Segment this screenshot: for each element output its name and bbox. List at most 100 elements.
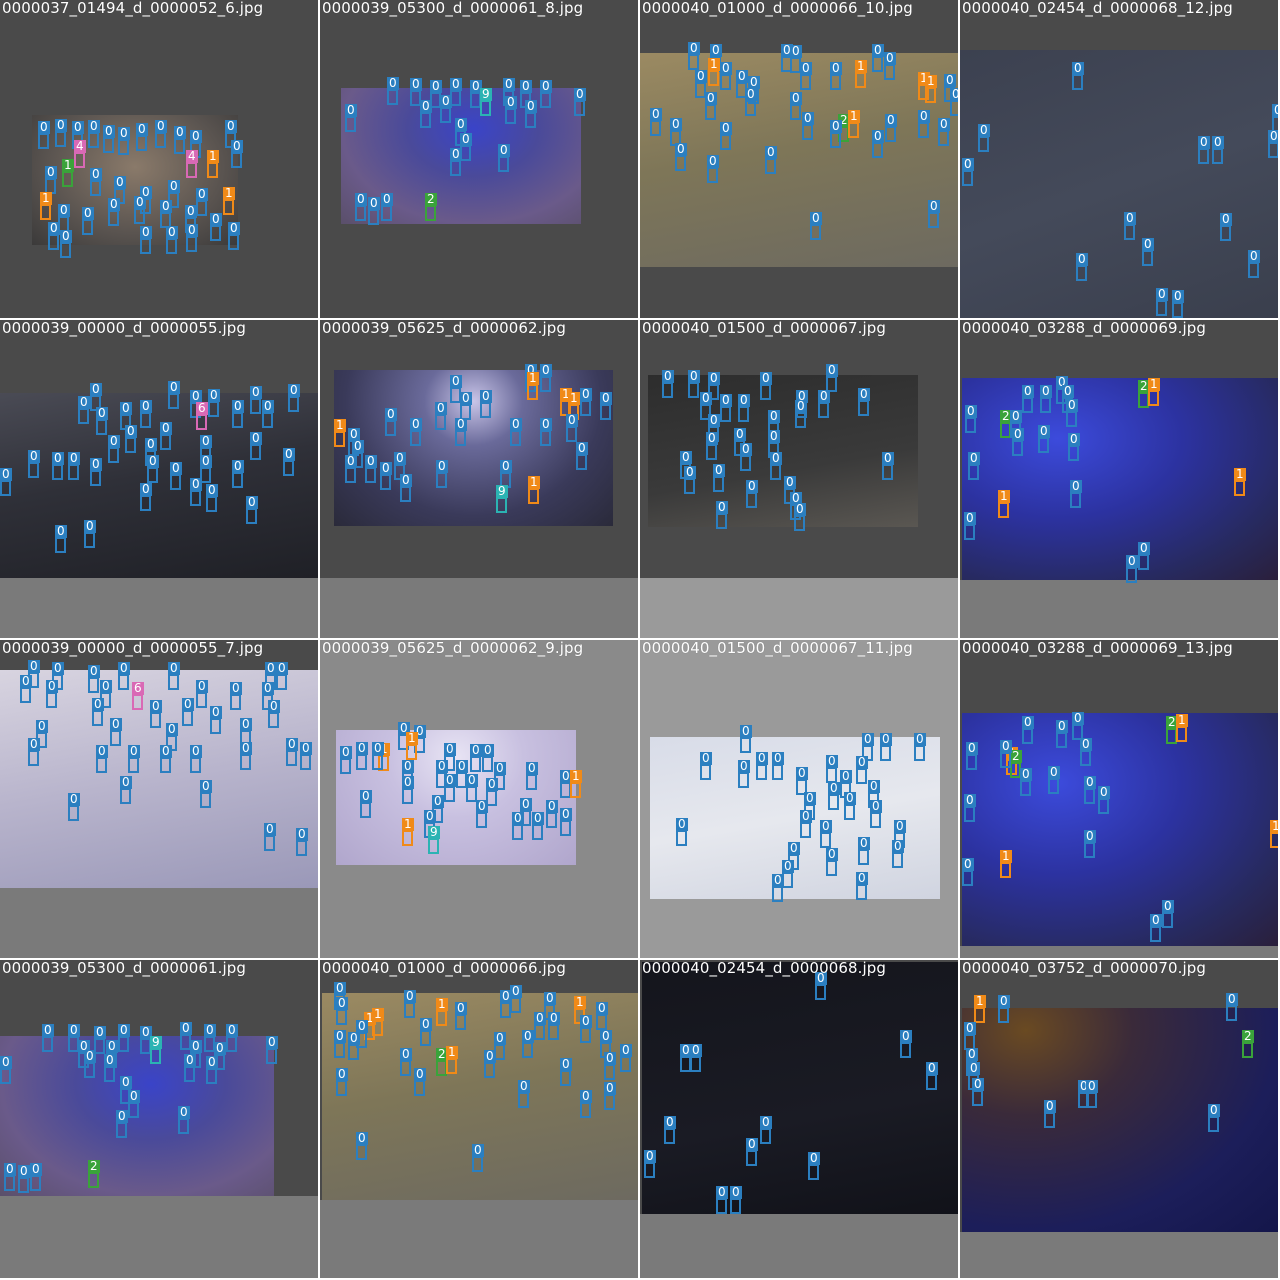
detection-label: 0 <box>808 1151 820 1165</box>
detection-label: 0 <box>540 363 552 377</box>
detection-label: 0 <box>818 389 830 403</box>
mosaic-tile: 0 0 1 1 0 0 0 0 0 0 0 0 0 0 0 0 1 0 0 0 0 0 0 0 0 0 0 0 0 0 1 9 0000039_… <box>320 640 638 958</box>
detection-label: 0 <box>410 77 422 91</box>
detection-label: 0 <box>828 781 840 795</box>
detection-box <box>355 205 366 221</box>
detection-box <box>88 1172 99 1188</box>
detection-label: 0 <box>160 421 172 435</box>
detection-label: 0 <box>348 1031 360 1045</box>
detection-label: 6 <box>196 401 208 415</box>
detection-label: 0 <box>402 775 414 789</box>
detection-box <box>160 757 171 773</box>
detection-box <box>223 199 234 215</box>
detection-box <box>720 134 731 150</box>
detection-label: 0 <box>548 1011 560 1025</box>
grid-separator <box>0 958 1280 960</box>
detection-label: 1 <box>925 74 937 88</box>
detection-label: 0 <box>1226 992 1238 1006</box>
detection-label: 0 <box>856 871 868 885</box>
detection-box <box>288 396 299 412</box>
detection-label: 0 <box>231 139 243 153</box>
grid-separator <box>638 0 640 1280</box>
detection-label: 0 <box>840 769 852 783</box>
detection-label: 9 <box>150 1035 162 1049</box>
detection-label: 0 <box>160 199 172 213</box>
detection-label: 0 <box>424 809 436 823</box>
detection-label: 0 <box>1062 384 1074 398</box>
detection-box <box>147 467 158 483</box>
detection-box <box>620 1056 631 1072</box>
detection-label: 0 <box>872 43 884 57</box>
detection-box <box>528 488 539 504</box>
detection-box <box>184 1066 195 1082</box>
detection-label: 4 <box>186 149 198 163</box>
detection-box <box>246 508 257 524</box>
detection-label: 0 <box>1022 384 1034 398</box>
detection-label: 0 <box>108 197 120 211</box>
detection-label: 0 <box>546 799 558 813</box>
detection-label: 0 <box>1126 554 1138 568</box>
detection-box <box>196 414 207 430</box>
detection-box <box>482 756 493 772</box>
detection-box <box>210 718 221 734</box>
detection-box <box>872 56 883 72</box>
detection-box <box>760 384 771 400</box>
detection-box <box>856 768 867 784</box>
detection-label: 0 <box>772 873 784 887</box>
detection-box <box>978 136 989 152</box>
detection-label: 0 <box>938 117 950 131</box>
detection-label: 0 <box>432 794 444 808</box>
detection-box <box>404 1002 415 1018</box>
detection-label: 0 <box>505 95 517 109</box>
detection-label: 0 <box>226 1023 238 1037</box>
detection-box <box>1012 440 1023 456</box>
detection-label: 0 <box>765 145 777 159</box>
detection-box <box>208 401 219 417</box>
detection-box <box>62 171 73 187</box>
detection-label: 0 <box>125 424 137 438</box>
detection-label: 0 <box>82 206 94 220</box>
detection-label: 0 <box>45 165 57 179</box>
detection-label: 0 <box>72 120 84 134</box>
detection-label: 0 <box>900 1029 912 1043</box>
detection-label: 0 <box>68 1023 80 1037</box>
detection-label: 0 <box>170 461 182 475</box>
detection-label: 1 <box>223 186 235 200</box>
detection-box <box>818 402 829 418</box>
detection-label: 0 <box>885 113 897 127</box>
detection-label: 0 <box>1066 398 1078 412</box>
detection-box <box>381 205 392 221</box>
detection-label: 0 <box>892 839 904 853</box>
detection-box <box>705 104 716 120</box>
detection-label: 0 <box>387 76 399 90</box>
detection-box <box>206 496 217 512</box>
detection-box <box>480 100 491 116</box>
detection-box <box>232 472 243 488</box>
detection-box <box>830 74 841 90</box>
tile-filename: 0000039_00000_d_0000055_7.jpg <box>2 640 264 657</box>
detection-box <box>108 447 119 463</box>
tile-filename: 0000039_00000_d_0000055.jpg <box>2 320 247 337</box>
detection-box <box>1268 142 1278 158</box>
detection-label: 0 <box>444 773 456 787</box>
detection-label: 0 <box>520 797 532 811</box>
aerial-photo <box>642 962 958 1214</box>
mosaic-tile: 0 0 0 0 0 0 0 0 0 0 0 0 0 0 0000040_02454_d_0000068_12… <box>960 0 1278 318</box>
detection-label: 0 <box>574 87 586 101</box>
detection-box <box>708 70 719 86</box>
detection-box <box>1248 262 1259 278</box>
detection-label: 0 <box>882 451 894 465</box>
detection-box <box>38 133 49 149</box>
detection-label: 0 <box>1038 424 1050 438</box>
grid-separator <box>0 638 1280 640</box>
detection-box <box>1220 225 1231 241</box>
detection-box <box>925 87 936 103</box>
detection-label: 0 <box>1268 129 1278 143</box>
detection-label: 2 <box>1010 749 1022 763</box>
detection-label: 0 <box>450 77 462 91</box>
detection-box <box>55 537 66 553</box>
detection-label: 0 <box>770 451 782 465</box>
detection-label: 0 <box>196 187 208 201</box>
detection-box <box>1072 724 1083 740</box>
